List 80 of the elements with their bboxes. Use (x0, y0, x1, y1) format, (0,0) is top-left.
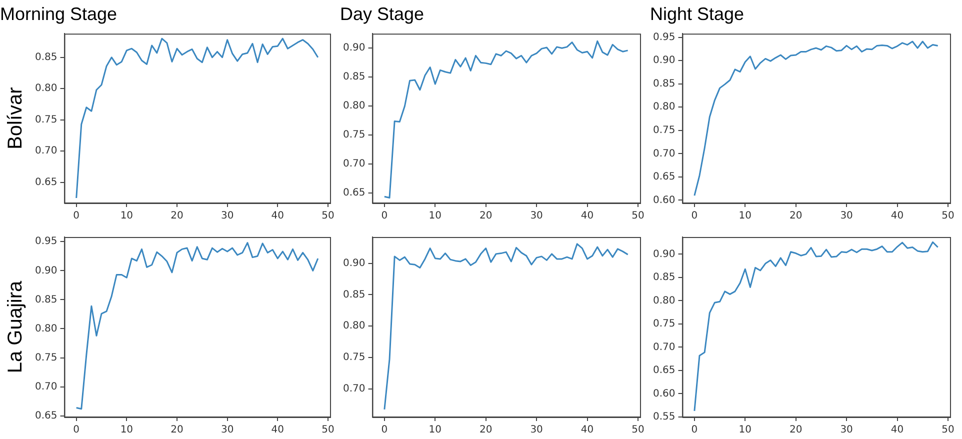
y-tick-label: 0.65 (653, 172, 676, 183)
y-tick-label: 0.65 (653, 365, 676, 376)
y-tick-label: 0.75 (35, 352, 58, 364)
x-tick-label: 10 (120, 210, 134, 222)
y-tick-label: 0.65 (343, 188, 366, 199)
x-tick-label: 20 (479, 210, 492, 222)
x-tick-label: 30 (530, 424, 543, 436)
x-tick-label: 50 (942, 210, 954, 222)
x-tick-label: 20 (479, 424, 492, 436)
y-tick-label: 0.60 (653, 194, 676, 206)
x-tick-label: 40 (580, 424, 594, 436)
y-tick-label: 0.70 (35, 146, 58, 157)
y-tick-label: 0.80 (35, 83, 58, 94)
x-tick-label: 30 (840, 210, 853, 222)
x-tick-label: 30 (220, 210, 234, 222)
x-tick-label: 40 (580, 210, 594, 222)
y-tick-label: 0.70 (35, 381, 58, 392)
x-tick-label: 10 (428, 210, 442, 222)
x-tick-label: 30 (840, 424, 853, 436)
y-tick-label: 0.80 (35, 323, 58, 334)
y-tick-label: 0.95 (35, 236, 58, 248)
y-tick-label: 0.80 (343, 320, 366, 332)
chart-title: Morning Stage (0, 4, 118, 24)
x-tick-label: 50 (942, 424, 954, 436)
y-tick-label: 0.90 (653, 55, 676, 66)
x-tick-label: 40 (890, 210, 904, 222)
y-tick-label: 0.75 (653, 318, 676, 330)
chart-title: Day Stage (340, 4, 424, 24)
y-tick-label: 0.60 (653, 388, 676, 400)
x-tick-label: 50 (322, 424, 334, 436)
y-tick-label: 0.55 (653, 412, 676, 423)
x-tick-label: 40 (271, 210, 284, 222)
y-tick-label: 0.95 (653, 32, 676, 43)
y-axis-title: Bolívar (4, 86, 27, 150)
y-tick-label: 0.75 (653, 124, 676, 136)
x-tick-label: 20 (789, 424, 802, 436)
x-tick-label: 20 (789, 210, 802, 222)
y-tick-label: 0.90 (343, 42, 366, 54)
y-tick-label: 0.70 (343, 383, 366, 394)
x-tick-label: 40 (890, 424, 904, 436)
x-tick-label: 20 (170, 210, 184, 222)
y-tick-label: 0.75 (343, 352, 366, 364)
y-tick-label: 0.85 (35, 294, 58, 306)
y-tick-label: 0.85 (35, 52, 58, 63)
y-tick-label: 0.90 (653, 248, 676, 260)
y-tick-label: 0.85 (653, 78, 676, 90)
x-tick-label: 0 (73, 424, 80, 436)
x-tick-label: 10 (738, 210, 752, 222)
y-tick-label: 0.80 (343, 100, 366, 112)
x-tick-label: 30 (530, 210, 543, 222)
y-tick-label: 0.85 (653, 272, 676, 284)
chart-title: Night Stage (650, 4, 744, 24)
x-tick-label: 40 (271, 424, 284, 436)
x-tick-label: 10 (738, 424, 752, 436)
x-tick-label: 0 (73, 210, 80, 222)
y-tick-label: 0.90 (35, 265, 58, 276)
x-tick-label: 10 (428, 424, 442, 436)
x-tick-label: 20 (170, 424, 184, 436)
y-tick-label: 0.70 (343, 158, 366, 170)
x-tick-label: 0 (381, 424, 388, 436)
x-tick-label: 0 (381, 210, 388, 222)
y-tick-label: 0.85 (343, 289, 366, 300)
x-tick-label: 30 (220, 424, 234, 436)
y-tick-label: 0.80 (653, 102, 676, 113)
y-tick-label: 0.65 (35, 410, 58, 422)
x-tick-label: 0 (691, 424, 698, 436)
y-tick-label: 0.75 (343, 130, 366, 141)
y-tick-label: 0.65 (35, 176, 58, 188)
y-tick-label: 0.85 (343, 72, 366, 83)
x-tick-label: 0 (691, 210, 698, 222)
x-tick-label: 50 (632, 210, 644, 222)
x-tick-label: 50 (322, 210, 334, 222)
y-tick-label: 0.70 (653, 148, 676, 160)
y-tick-label: 0.80 (653, 295, 676, 306)
y-tick-label: 0.75 (35, 114, 58, 126)
x-tick-label: 50 (632, 424, 644, 436)
y-tick-label: 0.70 (653, 342, 676, 353)
y-axis-title: La Guajira (4, 280, 27, 374)
y-tick-label: 0.90 (343, 258, 366, 269)
x-tick-label: 10 (120, 424, 134, 436)
